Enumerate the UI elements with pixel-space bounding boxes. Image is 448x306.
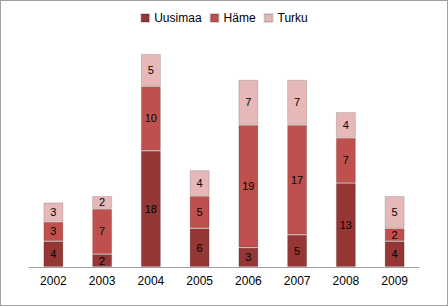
svg-text:2007: 2007 <box>284 274 311 288</box>
svg-text:4: 4 <box>343 119 349 131</box>
svg-text:5: 5 <box>392 206 398 218</box>
svg-text:5: 5 <box>197 206 203 218</box>
svg-text:5: 5 <box>148 64 154 76</box>
svg-text:3: 3 <box>50 225 56 237</box>
svg-text:2: 2 <box>99 255 105 267</box>
svg-text:2009: 2009 <box>381 274 408 288</box>
svg-text:2004: 2004 <box>138 274 165 288</box>
svg-text:7: 7 <box>294 96 300 108</box>
svg-text:2002: 2002 <box>40 274 67 288</box>
svg-text:Uusimaa: Uusimaa <box>154 11 202 25</box>
svg-text:10: 10 <box>145 112 157 124</box>
svg-text:18: 18 <box>145 203 157 215</box>
svg-text:4: 4 <box>197 177 203 189</box>
svg-text:5: 5 <box>294 245 300 257</box>
svg-text:2008: 2008 <box>333 274 360 288</box>
svg-text:6: 6 <box>197 242 203 254</box>
svg-text:3: 3 <box>50 206 56 218</box>
svg-text:2: 2 <box>392 229 398 241</box>
svg-text:Turku: Turku <box>278 11 308 25</box>
svg-text:17: 17 <box>291 174 303 186</box>
svg-text:4: 4 <box>50 248 56 260</box>
svg-text:19: 19 <box>242 180 254 192</box>
svg-text:4: 4 <box>392 248 398 260</box>
svg-text:13: 13 <box>340 219 352 231</box>
svg-text:3: 3 <box>245 251 251 263</box>
svg-text:2005: 2005 <box>186 274 213 288</box>
svg-text:Häme: Häme <box>224 11 256 25</box>
svg-text:2006: 2006 <box>235 274 262 288</box>
svg-text:2003: 2003 <box>89 274 116 288</box>
svg-text:2: 2 <box>99 196 105 208</box>
svg-text:7: 7 <box>99 225 105 237</box>
svg-text:7: 7 <box>343 154 349 166</box>
svg-text:7: 7 <box>245 96 251 108</box>
